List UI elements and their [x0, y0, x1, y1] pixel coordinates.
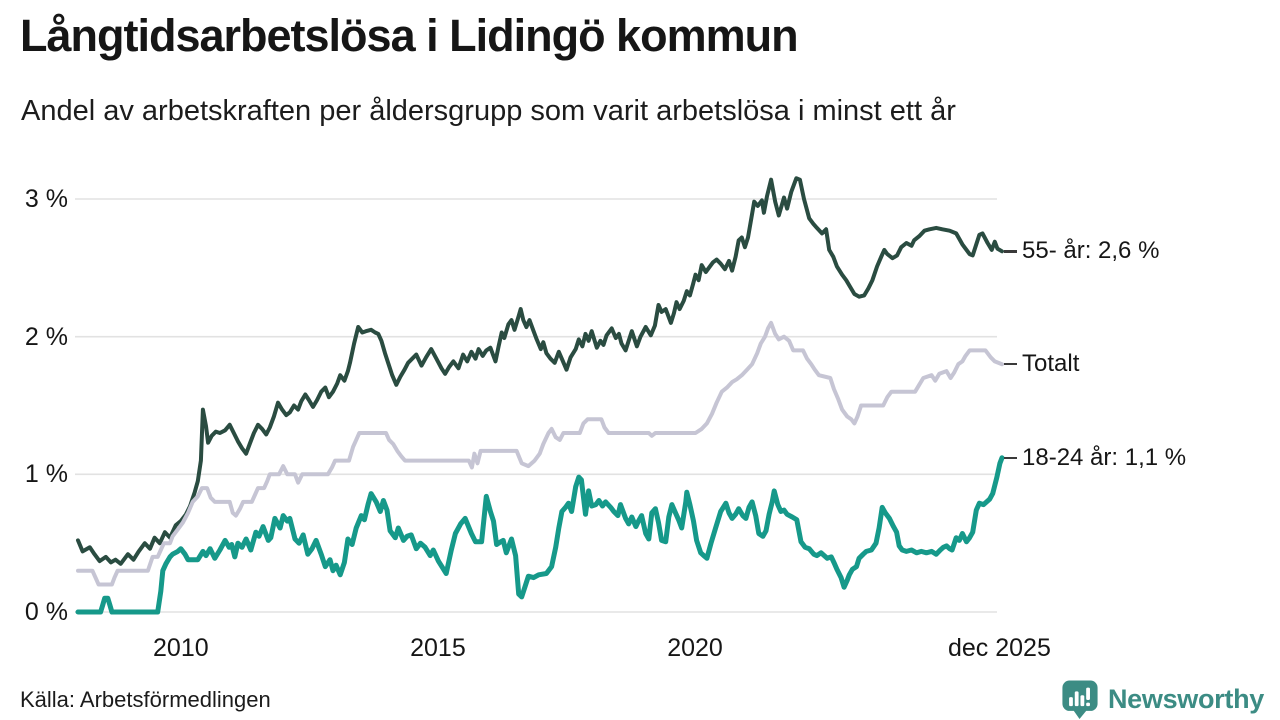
page-subtitle: Andel av arbetskraften per åldersgrupp s… [21, 95, 956, 127]
brand-name: Newsworthy [1107, 684, 1264, 714]
brand-logo: Newsworthy [1061, 679, 1264, 720]
y-tick-label: 0 % [24, 598, 68, 626]
x-tick-label: 2015 [410, 634, 466, 662]
series-label-55-r: 55- år: 2,6 % [1004, 235, 1159, 267]
newsworthy-speech-bubble-bar-chart-icon [1062, 680, 1098, 719]
series-label-text: 18-24 år: 1,1 % [1022, 443, 1187, 471]
x-tick-label: 2010 [153, 634, 209, 662]
series-line-18-24-r [75, 455, 1005, 615]
series-line-Totalt [76, 320, 1004, 587]
y-tick-label: 2 % [24, 322, 68, 351]
y-tick-label: 3 % [24, 184, 68, 213]
label-tick-dash [1004, 250, 1017, 253]
label-tick-dash [1004, 362, 1017, 366]
series-label-text: 55- år: 2,6 % [1022, 237, 1160, 265]
x-tick-label: 2020 [667, 634, 723, 662]
label-tick-dash [1004, 456, 1017, 460]
x-tick-label: dec 2025 [947, 634, 1051, 662]
series-label-text: Totalt [1022, 350, 1080, 378]
series-line-55-r [76, 176, 1004, 566]
series-label-18-24-r: 18-24 år: 1,1 % [1004, 442, 1186, 474]
y-tick-label: 1 % [24, 460, 68, 489]
series-label-Totalt: Totalt [1004, 348, 1079, 380]
source-note: Källa: Arbetsförmedlingen [20, 687, 271, 712]
page-title: Långtidsarbetslösa i Lidingö kommun [20, 10, 799, 61]
